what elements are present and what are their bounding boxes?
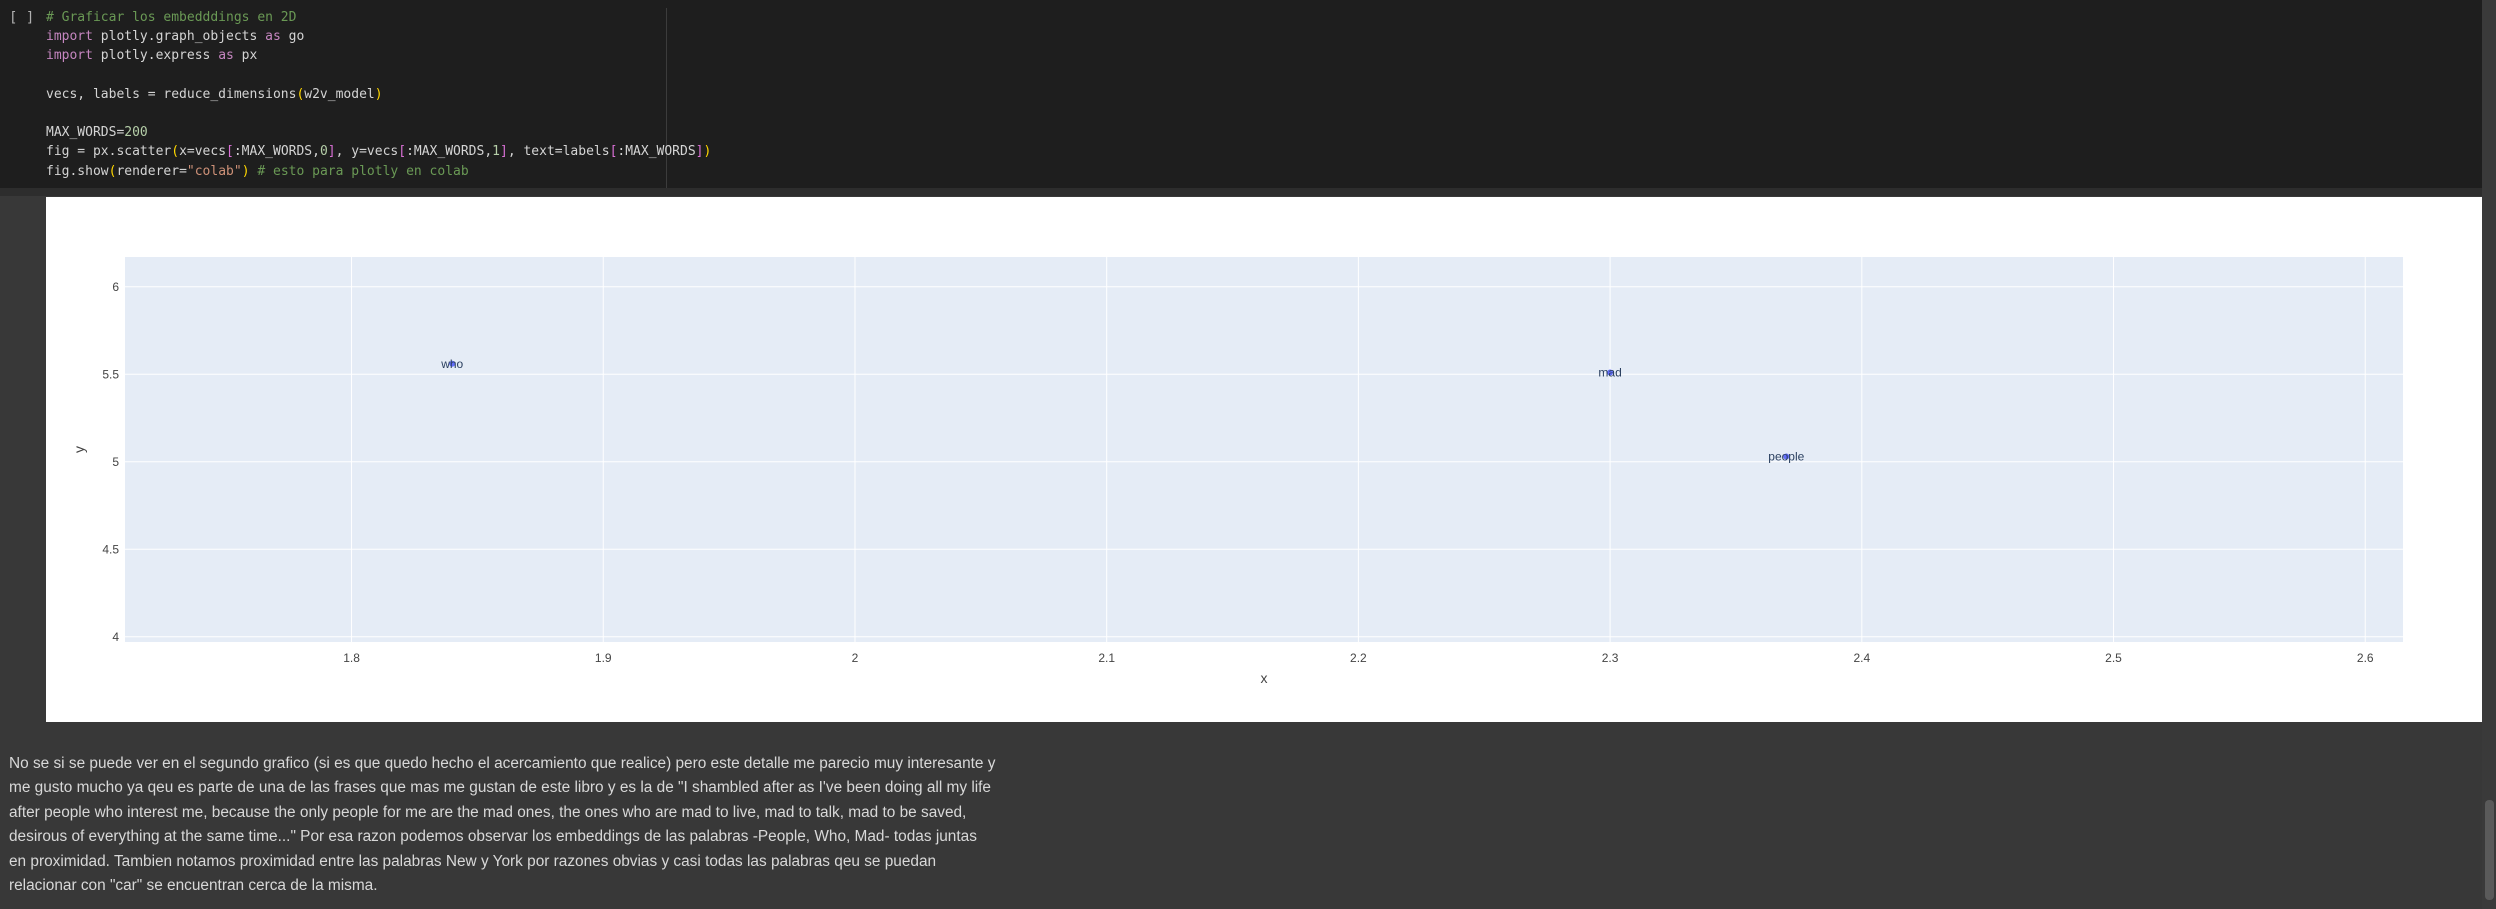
code-line: fig = px.scatter(x=vecs[:MAX_WORDS,0], y…	[46, 144, 712, 160]
plot-area	[125, 257, 2403, 642]
x-tick-label: 2.3	[1602, 651, 1619, 665]
x-axis-title: x	[1261, 670, 1268, 686]
scatter-plot[interactable]: 1.8 1.9 2 2.1 2.2 2.3 2.4 2.5 2.6 4 4.5 5 5.5 6 who mad…	[46, 197, 2484, 722]
y-tick-label: 4.5	[102, 542, 119, 556]
x-tick-label: 2.5	[2105, 651, 2122, 665]
scroll-thumb[interactable]	[2485, 800, 2494, 900]
plot-output: 1.8 1.9 2 2.1 2.2 2.3 2.4 2.5 2.6 4 4.5 5 5.5 6 who mad…	[46, 197, 2484, 722]
y-tick-label: 5.5	[102, 367, 119, 381]
markdown-line: relacionar con "car" se encuentran cerca…	[9, 876, 378, 894]
point-label: people	[1768, 450, 1804, 464]
data-point[interactable]	[1783, 453, 1790, 460]
code-line: fig.show(renderer="colab") # esto para p…	[46, 163, 469, 179]
x-tick-label: 2.2	[1350, 651, 1367, 665]
x-tick-label: 2.4	[1853, 651, 1870, 665]
code-line	[46, 104, 666, 123]
y-axis-title: y	[71, 446, 87, 453]
point-label: mad	[1598, 366, 1621, 380]
markdown-line: me gusto mucho ya qeu es parte de una de…	[9, 779, 991, 797]
code-line: import plotly.graph_objects as go	[46, 29, 305, 45]
code-line: import plotly.express as px	[46, 48, 258, 64]
code-line: MAX_WORDS=200	[46, 125, 148, 141]
x-tick-label: 2.6	[2357, 651, 2374, 665]
y-tick-label: 5	[112, 455, 119, 469]
x-tick-label: 2	[852, 651, 859, 665]
code-editor[interactable]: # Graficar los embedddings en 2D import p…	[46, 8, 712, 188]
run-cell-button[interactable]: [ ]	[9, 10, 35, 26]
y-tick-label: 4	[112, 630, 119, 644]
markdown-cell[interactable]: No se si se puede ver en el segundo graf…	[9, 752, 1039, 898]
markdown-line: after people who interest me, because th…	[9, 803, 967, 821]
x-tick-label: 2.1	[1098, 651, 1115, 665]
markdown-line: desirous of everything at the same time.…	[9, 828, 977, 846]
x-tick-label: 1.9	[595, 651, 612, 665]
x-tick-label: 1.8	[343, 651, 360, 665]
y-tick-label: 6	[112, 280, 119, 294]
code-cell[interactable]: [ ] # Graficar los embedddings en 2D impo…	[0, 0, 2496, 188]
markdown-line: No se si se puede ver en el segundo graf…	[9, 755, 996, 772]
data-point[interactable]	[1607, 369, 1614, 376]
data-point[interactable]	[449, 360, 456, 367]
point-label: who	[440, 357, 463, 371]
cell-divider	[0, 188, 2496, 196]
code-line	[46, 66, 666, 85]
scrollbar[interactable]	[2482, 0, 2496, 909]
code-line: vecs, labels = reduce_dimensions(w2v_mod…	[46, 86, 383, 102]
markdown-line: en proximidad. Tambien notamos proximida…	[9, 852, 937, 870]
code-line: # Graficar los embedddings en 2D	[46, 10, 297, 25]
